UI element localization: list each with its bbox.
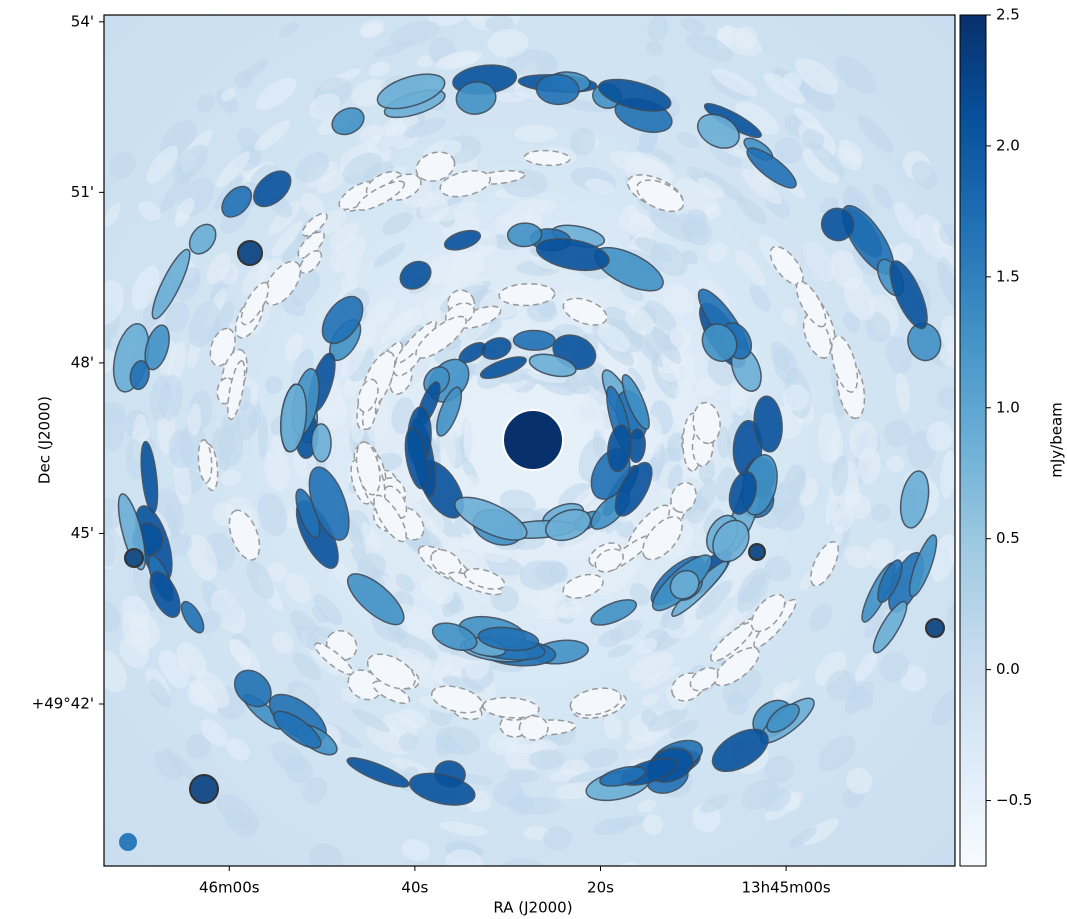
source bbox=[926, 619, 944, 637]
y-tick-label: 54' bbox=[71, 12, 94, 30]
source bbox=[125, 549, 143, 567]
texture bbox=[621, 0, 666, 11]
colorbar-tick-label: 1.0 bbox=[996, 398, 1020, 416]
colorbar-tick-label: 1.5 bbox=[996, 267, 1020, 285]
texture bbox=[25, 488, 45, 509]
source bbox=[190, 775, 218, 803]
texture bbox=[998, 332, 1029, 367]
texture bbox=[81, 486, 95, 512]
texture bbox=[50, 431, 78, 471]
colorbar-tick-label: 2.0 bbox=[996, 136, 1020, 154]
emission bbox=[311, 424, 331, 462]
y-tick-label: 48' bbox=[71, 353, 94, 371]
texture bbox=[1019, 501, 1039, 543]
negative bbox=[519, 716, 548, 740]
x-tick-label: 46m00s bbox=[199, 879, 260, 897]
x-axis-label: RA (J2000) bbox=[493, 899, 572, 917]
colorbar bbox=[960, 15, 986, 866]
texture bbox=[359, 0, 407, 5]
emission bbox=[507, 222, 542, 247]
y-axis-label: Dec (J2000) bbox=[36, 396, 54, 484]
texture bbox=[1020, 462, 1045, 487]
texture bbox=[82, 326, 101, 349]
texture bbox=[439, 870, 470, 885]
core bbox=[503, 410, 563, 470]
texture bbox=[373, 0, 424, 3]
emission bbox=[513, 330, 555, 350]
colorbar-tick-label: −0.5 bbox=[996, 791, 1032, 809]
source bbox=[749, 544, 765, 560]
y-tick-label: +49°42' bbox=[32, 694, 94, 712]
texture bbox=[63, 557, 87, 604]
texture bbox=[995, 427, 1009, 453]
texture bbox=[1004, 331, 1030, 355]
sky-image bbox=[25, 0, 1045, 919]
texture bbox=[1025, 429, 1044, 452]
texture bbox=[47, 570, 74, 605]
colorbar-tick-label: 0.0 bbox=[996, 660, 1020, 678]
texture bbox=[542, 875, 559, 890]
texture bbox=[447, 0, 474, 16]
y-tick-label: 51' bbox=[71, 183, 94, 201]
beam-marker bbox=[119, 833, 137, 851]
texture bbox=[397, 894, 417, 910]
y-tick-label: 45' bbox=[71, 524, 94, 542]
texture bbox=[488, 0, 514, 3]
texture bbox=[439, 890, 460, 916]
x-tick-label: 40s bbox=[401, 879, 428, 897]
texture bbox=[689, 0, 732, 13]
x-tick-label: 20s bbox=[587, 879, 614, 897]
texture bbox=[1009, 433, 1035, 478]
texture bbox=[41, 295, 71, 346]
texture bbox=[601, 0, 635, 4]
x-tick-label: 13h45m00s bbox=[741, 879, 830, 897]
source bbox=[238, 241, 262, 265]
texture bbox=[647, 874, 690, 903]
texture bbox=[926, 421, 953, 452]
texture bbox=[44, 507, 67, 535]
colorbar-tick-label: 0.5 bbox=[996, 529, 1020, 547]
texture bbox=[407, 0, 447, 5]
colorbar-tick-label: 2.5 bbox=[996, 6, 1020, 24]
figure: RA (J2000) Dec (J2000) mJy/beam 46m00s 40… bbox=[0, 0, 1067, 919]
colorbar-label: mJy/beam bbox=[1048, 402, 1066, 478]
